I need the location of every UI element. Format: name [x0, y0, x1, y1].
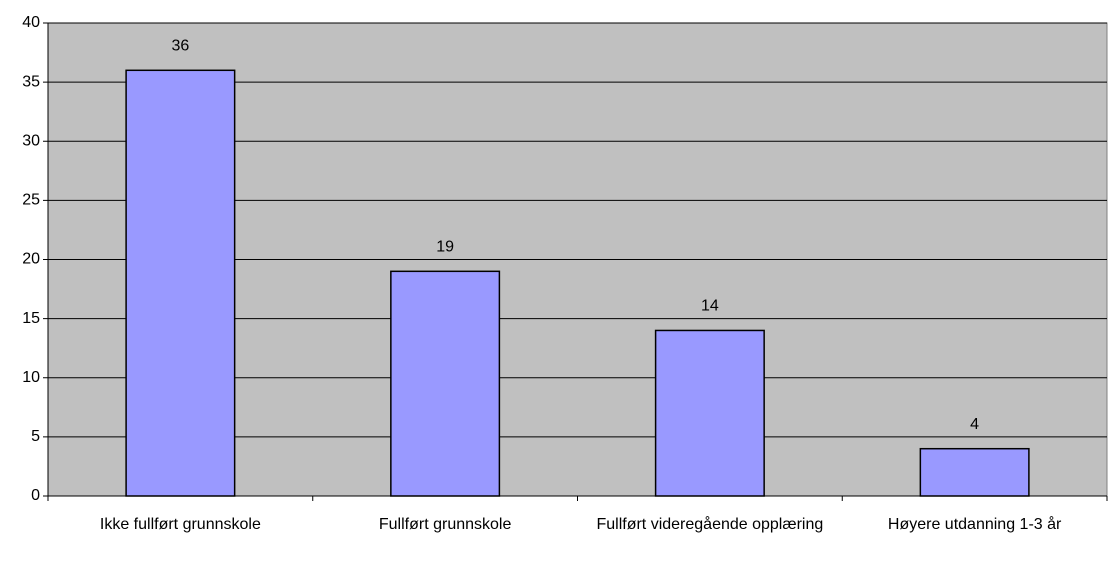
- y-tick-label: 30: [22, 132, 40, 149]
- bar: [390, 270, 501, 497]
- y-tick-label: 40: [22, 14, 40, 31]
- bar: [654, 329, 765, 497]
- data-label: 4: [970, 416, 979, 433]
- bar: [919, 447, 1030, 497]
- y-tick-label: 15: [22, 310, 40, 327]
- bar: [125, 69, 236, 497]
- x-tick-label: Fullført grunnskole: [378, 516, 512, 533]
- y-tick-label: 5: [31, 428, 40, 445]
- x-tick-label: Høyere utdanning 1-3 år: [887, 516, 1062, 533]
- data-label: 14: [701, 298, 719, 315]
- data-label: 36: [171, 38, 189, 55]
- x-tick-label: Ikke fullført grunnskole: [99, 516, 261, 533]
- y-tick-label: 10: [22, 369, 40, 386]
- y-tick-label: 0: [31, 487, 40, 504]
- y-tick-label: 25: [22, 192, 40, 209]
- data-label: 19: [436, 239, 454, 256]
- y-tick-label: 20: [22, 251, 40, 268]
- x-tick-label: Fullført videregående opplæring: [596, 516, 824, 533]
- y-tick-label: 35: [22, 73, 40, 90]
